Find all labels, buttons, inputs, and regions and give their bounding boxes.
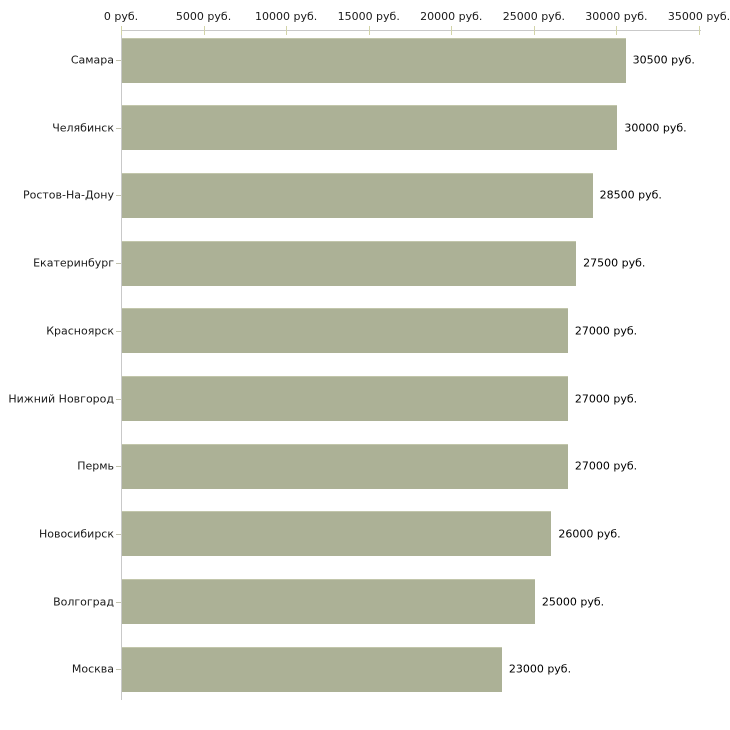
x-axis-tick-label: 20000 руб.	[420, 10, 483, 23]
x-axis-tick-label: 5000 руб.	[175, 10, 232, 23]
bar	[122, 172, 593, 218]
x-axis-tick-label: 30000 руб.	[585, 10, 648, 23]
y-axis-tick	[116, 398, 121, 400]
bar	[122, 37, 626, 83]
value-label: 27000 руб.	[574, 459, 638, 473]
category-label: Волгоград	[53, 595, 114, 609]
category-label: Новосибирск	[38, 527, 114, 541]
y-axis-tick	[116, 669, 121, 671]
y-axis-tick	[116, 601, 121, 603]
category-label: Екатеринбург	[33, 256, 114, 270]
category-label: Красноярск	[46, 324, 114, 338]
x-axis-tick	[699, 26, 700, 35]
x-axis-tick-label: 10000 руб.	[255, 10, 318, 23]
bar	[122, 376, 568, 421]
bar	[122, 579, 535, 625]
category-label: Ростов-На-Дону	[22, 188, 114, 202]
x-axis-tick	[368, 26, 370, 35]
y-axis-tick	[116, 195, 121, 197]
value-label: 27000 руб.	[574, 392, 638, 405]
x-axis-tick-label: 0 руб.	[103, 10, 139, 23]
bar	[122, 308, 568, 354]
value-label: 27000 руб.	[574, 324, 638, 338]
y-axis-tick	[116, 466, 121, 468]
value-label: 28500 руб.	[599, 188, 662, 202]
value-label: 27500 руб.	[583, 256, 646, 270]
bar	[122, 105, 618, 151]
bar	[122, 443, 568, 489]
x-axis-tick-label: 15000 руб.	[337, 10, 400, 23]
x-axis-tick	[616, 26, 618, 35]
category-label: Самара	[70, 53, 114, 67]
x-axis-tick	[121, 26, 122, 35]
category-label: Нижний Новгород	[8, 392, 114, 405]
y-axis-line	[121, 30, 122, 700]
x-axis-tick	[286, 26, 288, 35]
y-axis-tick	[116, 263, 121, 265]
x-axis-tick	[533, 26, 535, 35]
value-label: 30000 руб.	[624, 121, 687, 135]
x-axis-tick-label: 35000 руб.	[667, 10, 730, 23]
y-axis-tick	[116, 533, 121, 535]
value-label: 25000 руб.	[541, 595, 605, 609]
y-axis-tick	[116, 330, 121, 332]
bar	[122, 240, 577, 286]
value-label: 23000 руб.	[508, 662, 572, 676]
category-label: Челябинск	[52, 121, 114, 135]
y-axis-tick	[116, 127, 121, 129]
x-axis-line	[121, 30, 701, 31]
x-axis-tick	[451, 26, 453, 35]
value-label: 26000 руб.	[558, 527, 621, 541]
bar	[122, 646, 502, 692]
y-axis-tick	[116, 60, 121, 61]
value-label: 30500 руб.	[632, 53, 695, 67]
x-axis-tick-label: 25000 руб.	[502, 10, 565, 23]
bar	[122, 511, 552, 557]
category-label: Москва	[71, 662, 114, 676]
category-label: Пермь	[77, 459, 114, 473]
x-axis-tick	[203, 26, 205, 35]
